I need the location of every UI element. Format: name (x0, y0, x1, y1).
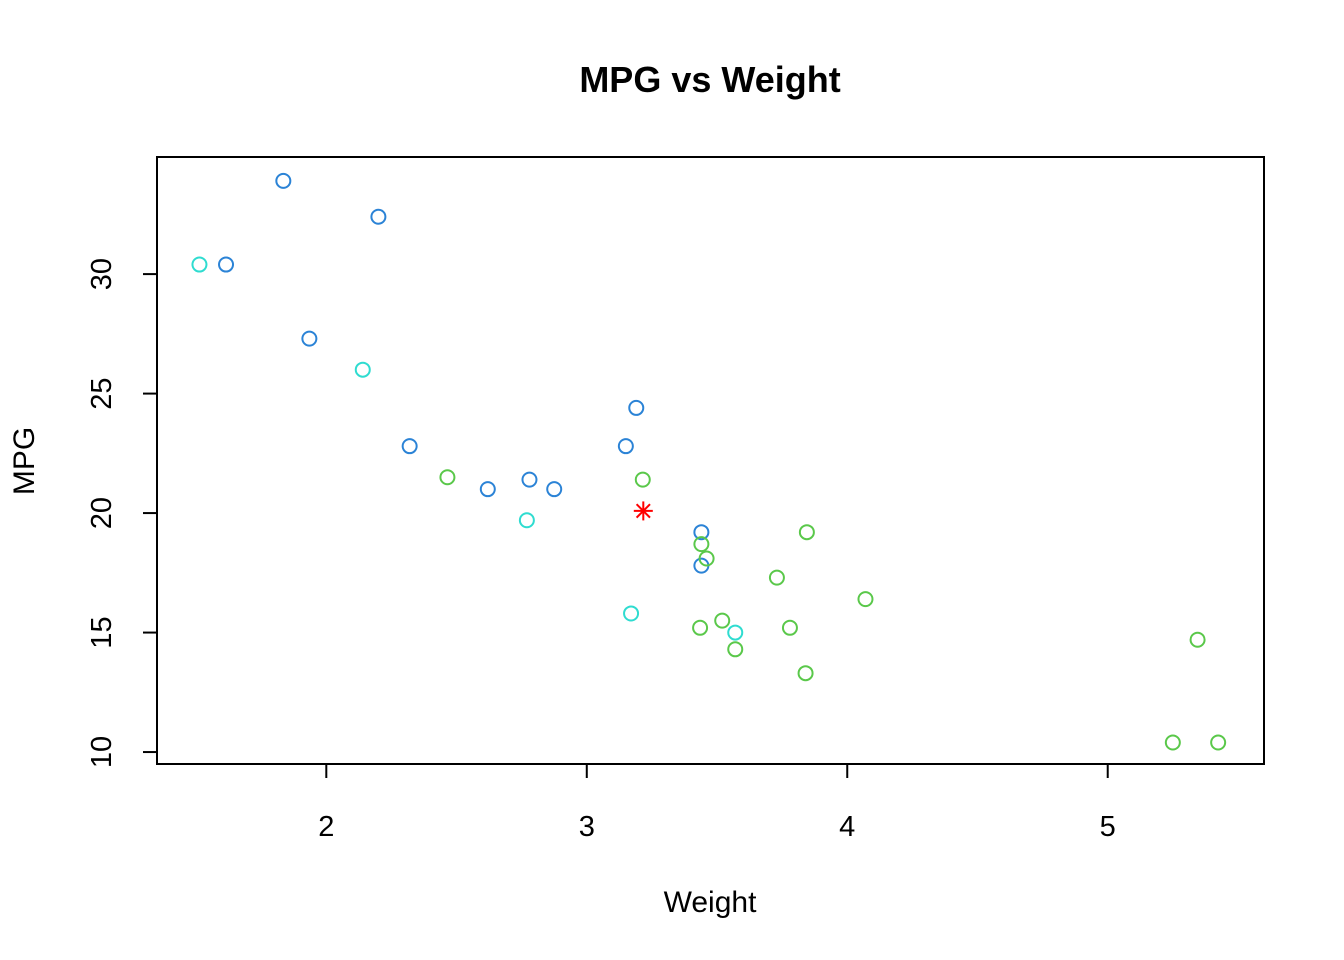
data-point-s2-8 (781, 619, 798, 636)
data-point-s0-0 (275, 172, 292, 189)
data-point-s1-1 (354, 361, 371, 378)
y-axis-label: MPG (8, 427, 41, 495)
x-tick-label-1: 3 (579, 811, 595, 843)
data-points (191, 172, 1227, 751)
data-point-s2-2 (693, 536, 710, 553)
data-point-s0-1 (370, 208, 387, 225)
data-point-s2-9 (797, 665, 814, 682)
y-tick-label-0: 10 (86, 736, 118, 768)
data-point-s0-10 (693, 524, 710, 541)
data-point-s1-3 (623, 605, 640, 622)
y-axis: 10 15 20 25 30 (86, 258, 157, 768)
data-point-s2-7 (768, 569, 785, 586)
x-tick-label-3: 5 (1100, 811, 1116, 843)
data-point-s0-7 (546, 481, 563, 498)
data-point-s1-2 (518, 512, 535, 529)
data-point-s2-14 (1210, 734, 1227, 751)
data-point-s2-3 (698, 550, 715, 567)
x-axis: 2 3 4 5 (318, 764, 1116, 843)
data-point-s0-2 (218, 256, 235, 273)
data-point-s2-10 (798, 524, 815, 541)
y-tick-label-4: 30 (86, 258, 118, 290)
y-tick-label-2: 20 (86, 497, 118, 529)
data-point-s0-4 (401, 438, 418, 455)
data-point-s2-4 (727, 641, 744, 658)
y-tick-label-3: 25 (86, 377, 118, 409)
x-tick-label-0: 2 (318, 811, 334, 843)
data-point-s0-9 (628, 399, 645, 416)
data-point-s0-5 (479, 481, 496, 498)
data-point-s2-0 (439, 469, 456, 486)
data-point-s2-11 (857, 591, 874, 608)
data-point-s2-13 (1189, 631, 1206, 648)
data-point-s2-6 (714, 612, 731, 629)
data-point-s1-0 (191, 256, 208, 273)
x-axis-label: Weight (664, 886, 757, 919)
data-point-s2-1 (634, 471, 651, 488)
data-point-s1-4 (727, 624, 744, 641)
x-tick-label-2: 4 (839, 811, 855, 843)
plot-frame (156, 156, 1265, 765)
data-point-s0-8 (617, 438, 634, 455)
y-tick-label-1: 15 (86, 616, 118, 648)
chart-title: MPG vs Weight (579, 59, 840, 100)
data-point-s0-6 (521, 471, 538, 488)
data-point-asterisk-0 (633, 501, 653, 521)
data-point-s0-3 (301, 330, 318, 347)
data-point-s2-5 (692, 619, 709, 636)
data-point-s2-12 (1164, 734, 1181, 751)
